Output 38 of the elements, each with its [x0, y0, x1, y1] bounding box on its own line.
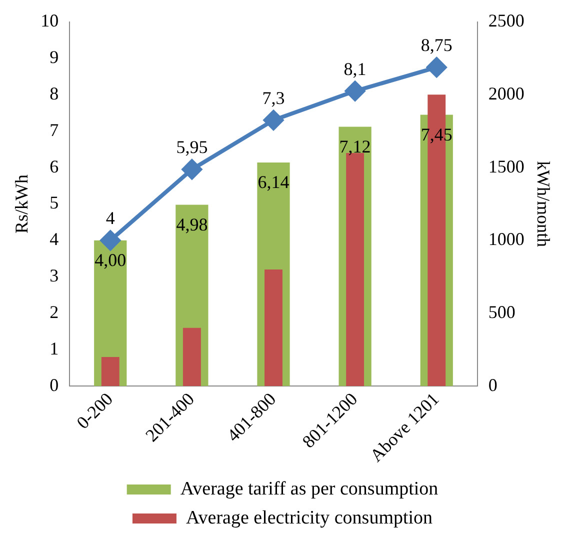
point	[264, 110, 284, 130]
y-tick-label: 6	[50, 156, 59, 176]
legend-label: Average tariff as per consumption	[180, 478, 439, 500]
y2-tick-label: 2500	[488, 10, 524, 31]
data-label: 4	[106, 208, 115, 228]
data-label: 7,3	[262, 88, 285, 108]
data-label: 8,75	[420, 35, 452, 56]
data-label: 4,00	[94, 250, 126, 270]
y-tick-label: 9	[50, 46, 59, 67]
y-tick-label: 4	[50, 229, 59, 250]
y2-tick-label: 2000	[488, 83, 524, 104]
y2-axis-title: kWh/month	[533, 160, 554, 247]
y-tick-label: 5	[50, 192, 59, 213]
y-tick-label: 2	[50, 302, 59, 322]
y-axis-title: Rs/kWh	[12, 174, 32, 234]
data-label: 6,14	[258, 172, 290, 192]
bar	[101, 357, 120, 386]
y-tick-label: 8	[50, 83, 59, 104]
y2-tick-label: 1500	[488, 156, 524, 176]
data-label: 5,95	[176, 137, 208, 158]
point	[426, 57, 447, 78]
bar	[182, 328, 201, 386]
y2-tick-label: 500	[488, 302, 516, 322]
point	[345, 81, 366, 102]
y-tick-label: 1	[50, 338, 59, 358]
data-label: 8,1	[344, 58, 366, 79]
y2-tick-label: 1000	[488, 229, 524, 250]
y-tick-label: 7	[50, 120, 59, 140]
data-label: 7,12	[339, 136, 371, 156]
legend-label: Average electricity consumption	[186, 507, 434, 528]
point	[182, 159, 202, 180]
y-tick-label: 0	[50, 374, 59, 395]
bar	[264, 270, 282, 386]
y-tick-label: 3	[50, 266, 59, 286]
data-label: 4,98	[176, 214, 208, 234]
y2-tick-label: 0	[488, 374, 498, 395]
y-tick-label: 10	[40, 10, 59, 31]
point	[100, 230, 120, 250]
